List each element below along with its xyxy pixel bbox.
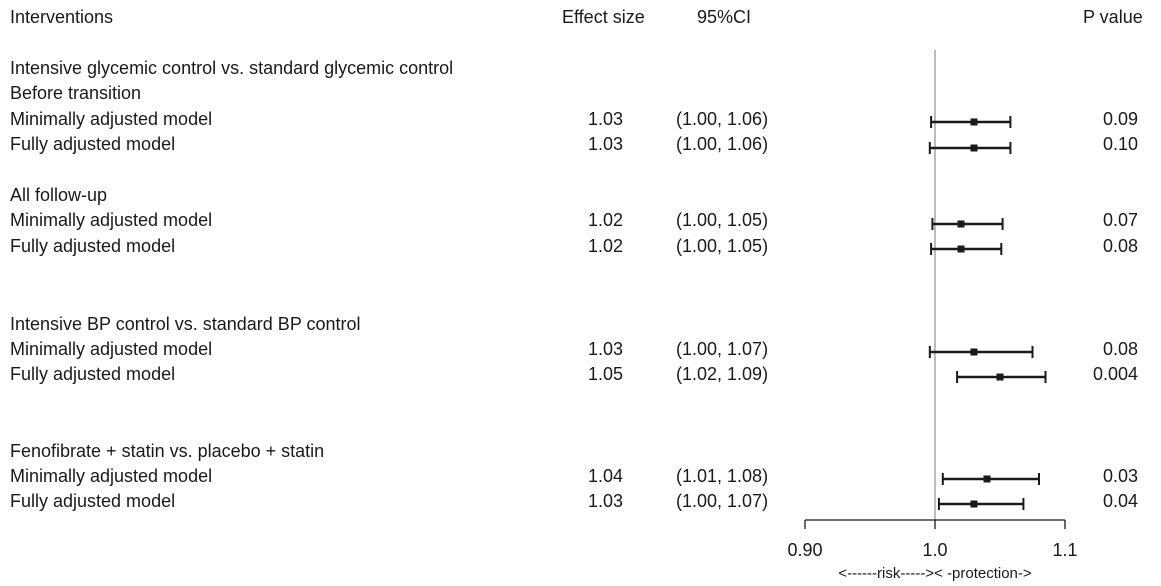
row-label: Fully adjusted model [10, 364, 176, 384]
effect-size-value: 1.03 [588, 339, 624, 359]
point-estimate [970, 118, 978, 126]
ci-value: (1.00, 1.07) [676, 491, 769, 511]
effect-size-value: 1.03 [588, 134, 624, 154]
p-value: 0.004 [1092, 364, 1138, 384]
p-value: 0.03 [1102, 466, 1138, 486]
point-estimate [983, 475, 991, 483]
group-label-glycemic: Intensive glycemic control vs. standard … [10, 58, 454, 78]
point-estimate [957, 245, 965, 253]
x-tick-label: 1.0 [922, 540, 947, 560]
p-value: 0.08 [1102, 236, 1138, 256]
effect-size-value: 1.05 [588, 364, 624, 384]
x-tick-label: 1.1 [1052, 540, 1077, 560]
row-label: Minimally adjusted model [10, 109, 213, 129]
subgroup-label-all-follow-up: All follow-up [10, 185, 108, 205]
p-value: 0.10 [1102, 134, 1138, 154]
row-label: Fully adjusted model [10, 134, 176, 154]
header-95ci: 95%CI [697, 7, 752, 27]
p-value: 0.09 [1102, 109, 1138, 129]
group-label-bp: Intensive BP control vs. standard BP con… [10, 314, 361, 334]
ci-value: (1.01, 1.08) [676, 466, 769, 486]
header-interventions: Interventions [10, 7, 114, 27]
effect-size-value: 1.04 [588, 466, 624, 486]
row-label: Fully adjusted model [10, 491, 176, 511]
ci-value: (1.00, 1.05) [676, 210, 769, 230]
ci-value: (1.02, 1.09) [676, 364, 769, 384]
header-effect-size: Effect size [562, 7, 645, 27]
effect-size-value: 1.03 [588, 109, 624, 129]
ci-value: (1.00, 1.06) [676, 109, 769, 129]
row-label: Minimally adjusted model [10, 466, 213, 486]
effect-size-value: 1.03 [588, 491, 624, 511]
point-estimate [996, 373, 1004, 381]
point-estimate [957, 220, 965, 228]
subgroup-label-before-transition: Before transition [10, 83, 142, 103]
p-value: 0.04 [1102, 491, 1138, 511]
effect-size-value: 1.02 [588, 236, 624, 256]
row-label: Fully adjusted model [10, 236, 176, 256]
x-tick-label: 0.90 [787, 540, 822, 560]
point-estimate [970, 348, 978, 356]
ci-value: (1.00, 1.07) [676, 339, 769, 359]
group-label-fenofibrate: Fenofibrate + statin vs. placebo + stati… [10, 441, 325, 461]
row-label: Minimally adjusted model [10, 339, 213, 359]
point-estimate [970, 500, 978, 508]
effect-size-value: 1.02 [588, 210, 624, 230]
p-value: 0.08 [1102, 339, 1138, 359]
p-value: 0.07 [1102, 210, 1138, 230]
x-axis-label: <------risk----->< -protection-> [838, 565, 1032, 582]
row-label: Minimally adjusted model [10, 210, 213, 230]
header-p-value: P value [1083, 7, 1143, 27]
point-estimate [970, 144, 978, 152]
ci-value: (1.00, 1.05) [676, 236, 769, 256]
ci-value: (1.00, 1.06) [676, 134, 769, 154]
